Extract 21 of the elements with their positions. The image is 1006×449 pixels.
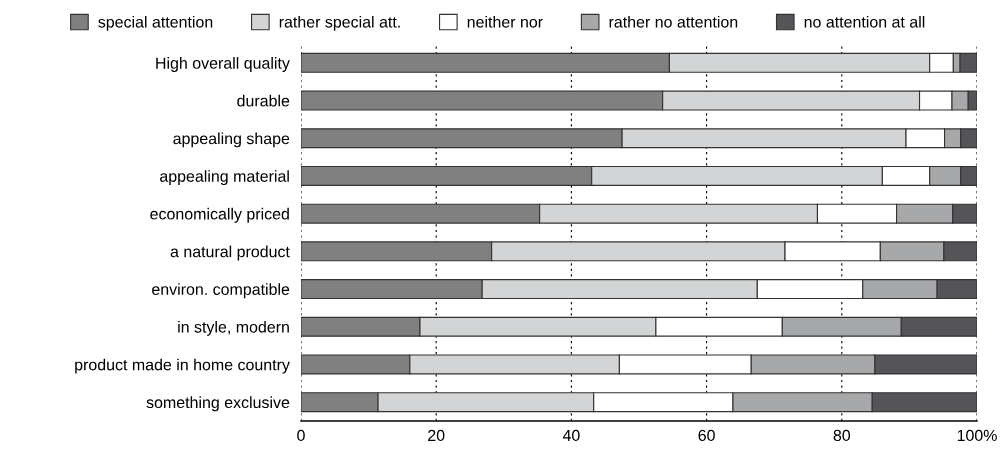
legend-label: no attention at all [804,15,925,28]
x-tick-label: 60 [698,429,715,442]
x-tick-label: 20 [428,429,445,442]
legend-label: rather no attention [609,15,738,28]
legend-label: special attention [98,15,213,31]
x-tick-label: 40 [562,429,580,442]
y-tick-label: economically priced [150,207,289,223]
x-tick-label: 80 [833,429,851,442]
y-tick-label: appealing material [160,170,289,186]
x-tick-label: 100% [957,429,997,442]
y-tick-label: durable [237,94,290,107]
x-tick-label: 0 [297,429,305,442]
y-tick-label: something exclusive [146,396,290,412]
legend-label: neither nor [467,15,543,28]
y-tick-label: appealing shape [173,132,290,148]
y-tick-label: High overall quality [156,57,290,72]
y-tick-label: product made in home country [75,358,290,374]
y-tick-label: in style, modern [178,320,289,336]
y-tick-label: a natural product [170,245,290,261]
y-tick-label: environ. compatible [152,283,290,299]
legend-label: rather special att. [279,15,400,31]
